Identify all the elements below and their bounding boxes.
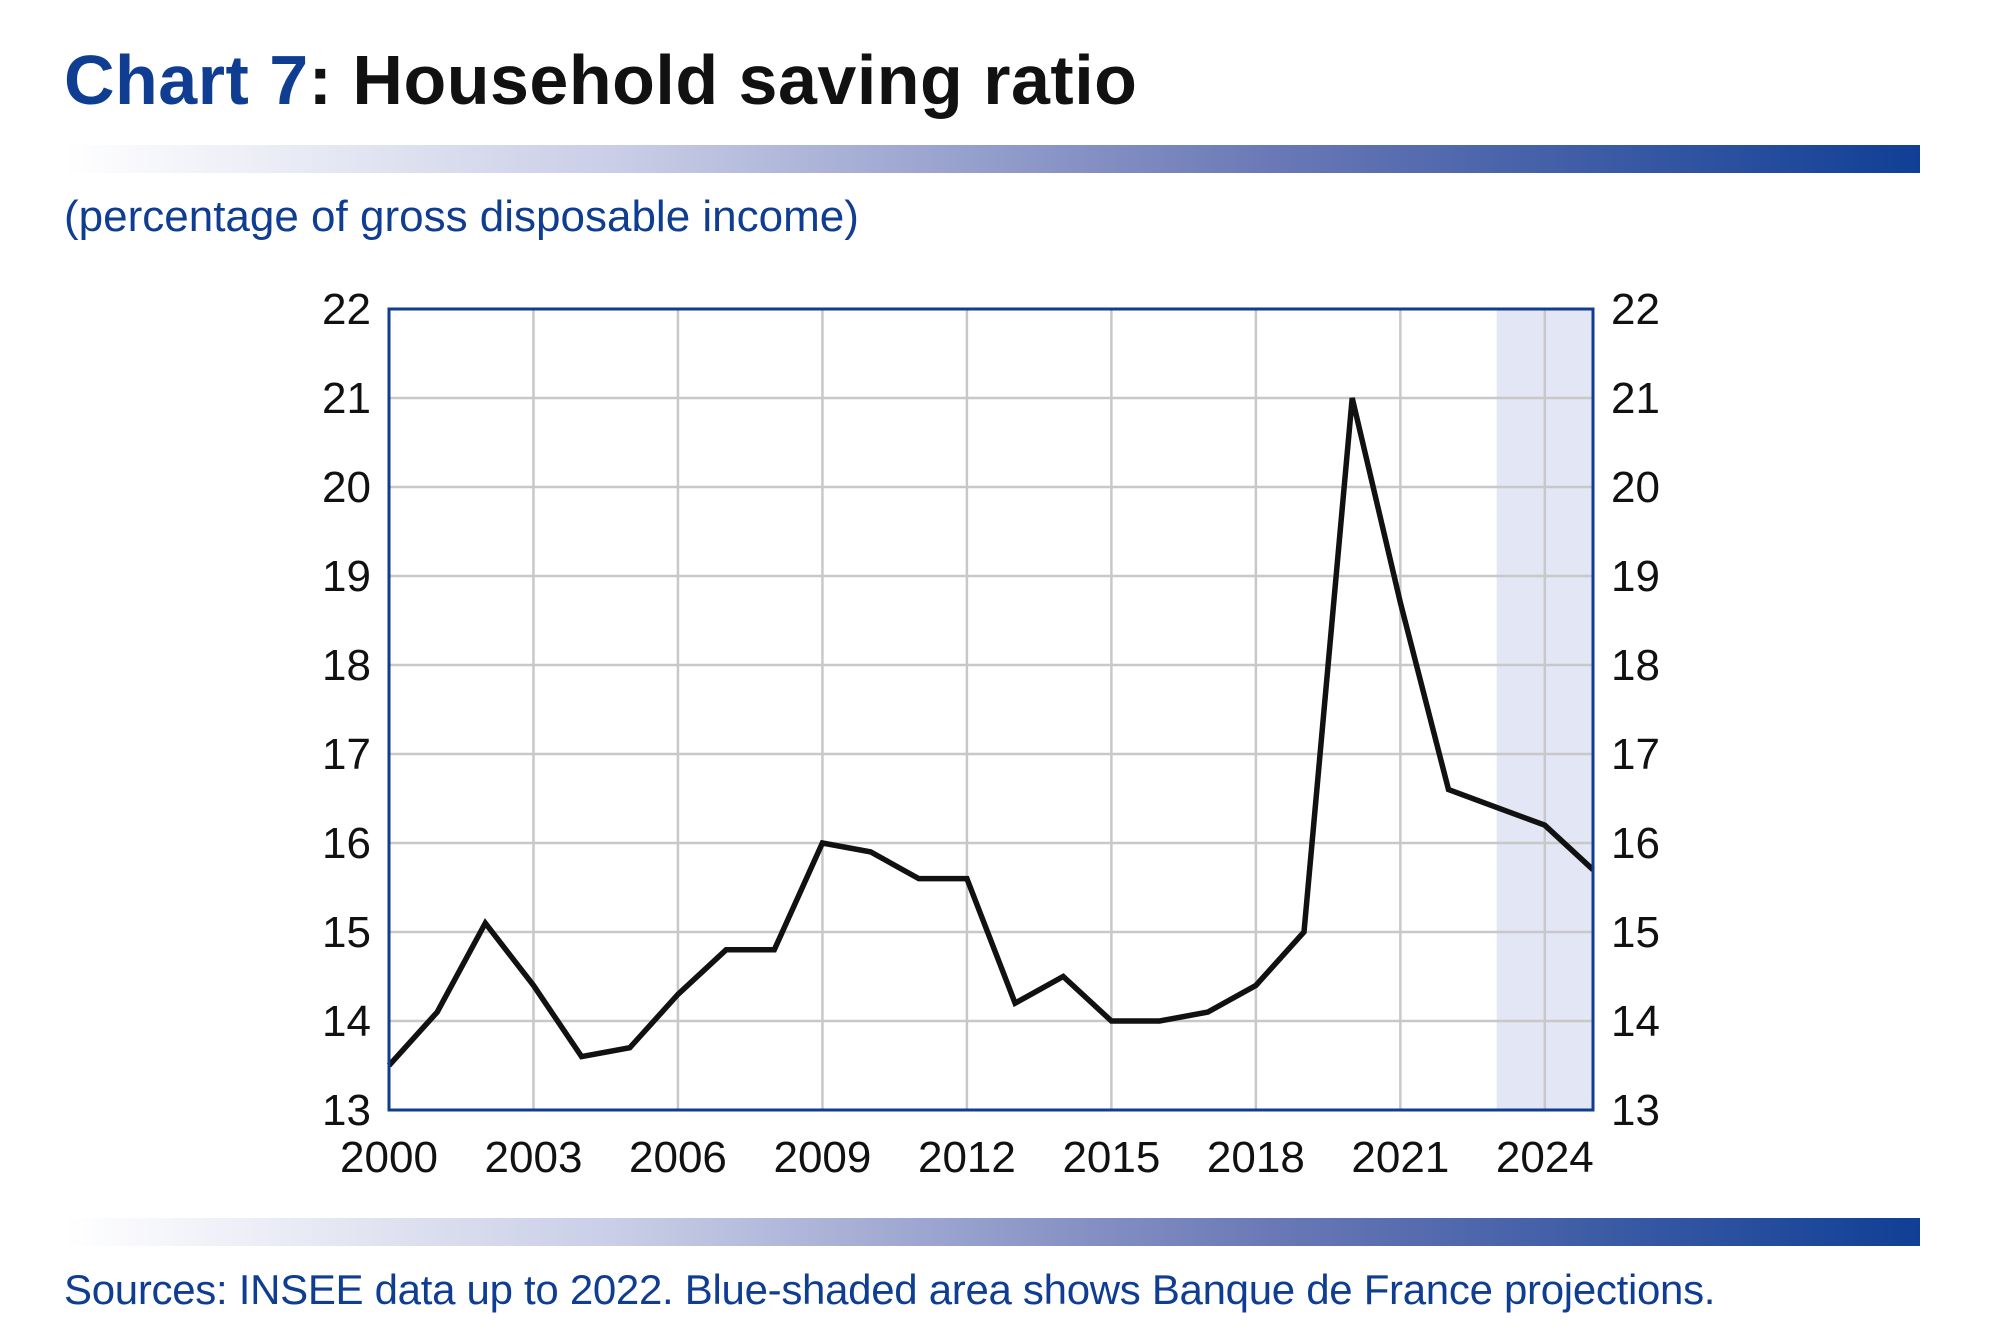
y-axis-right-ticks: 13 14 15 16 17 18 19 20 21 22 [1611,285,1660,1135]
y-tick-right-16: 16 [1611,819,1660,868]
y-tick-left-13: 13 [322,1086,371,1135]
chart-subtitle: (percentage of gross disposable income) [64,192,859,241]
y-tick-left-14: 14 [322,997,371,1046]
y-axis-left-ticks: 13 14 15 16 17 18 19 20 21 22 [322,285,371,1135]
y-tick-right-19: 19 [1611,552,1660,601]
y-tick-right-21: 21 [1611,374,1660,423]
x-tick-2000: 2000 [340,1133,438,1182]
chart-title-text: : Household saving ratio [308,41,1138,119]
header-gradient-band [64,145,1920,173]
plot-frame [387,307,1595,1112]
y-tick-left-18: 18 [322,641,371,690]
y-tick-left-17: 17 [322,730,371,779]
y-tick-right-17: 17 [1611,730,1660,779]
y-tick-left-19: 19 [322,552,371,601]
y-tick-left-22: 22 [322,285,371,334]
x-tick-2009: 2009 [773,1133,871,1182]
x-axis-ticks: 2000 2003 2006 2009 2012 2015 2018 2021 2024 [340,1133,1594,1182]
footer-gradient-band [64,1218,1920,1246]
y-tick-left-15: 15 [322,908,371,957]
y-tick-left-20: 20 [322,463,371,512]
y-tick-right-22: 22 [1611,285,1660,334]
x-tick-2021: 2021 [1351,1133,1449,1182]
x-tick-2012: 2012 [918,1133,1016,1182]
x-tick-2006: 2006 [629,1133,727,1182]
y-tick-left-21: 21 [322,374,371,423]
y-tick-right-15: 15 [1611,908,1660,957]
y-tick-right-18: 18 [1611,641,1660,690]
x-tick-2003: 2003 [485,1133,583,1182]
plot-area [389,309,1593,1110]
x-tick-2015: 2015 [1062,1133,1160,1182]
y-tick-right-13: 13 [1611,1086,1660,1135]
y-tick-right-14: 14 [1611,997,1660,1046]
source-note: Sources: INSEE data up to 2022. Blue-sha… [64,1266,1716,1313]
x-tick-2018: 2018 [1207,1133,1305,1182]
x-tick-2024: 2024 [1496,1133,1594,1182]
y-tick-left-16: 16 [322,819,371,868]
y-tick-right-20: 20 [1611,463,1660,512]
series-line-saving-ratio [386,397,1595,1068]
chart-title-prefix: Chart 7 [64,41,309,119]
chart-title: Chart 7: Household saving ratio [64,40,1137,120]
